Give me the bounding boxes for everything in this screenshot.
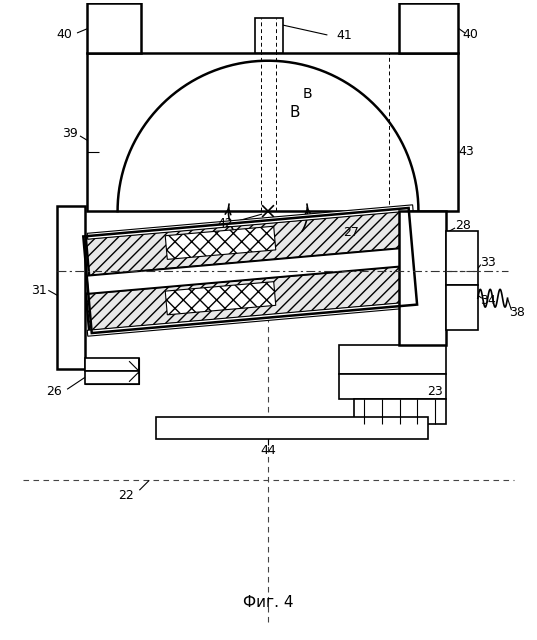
Text: Фиг. 4: Фиг. 4 bbox=[243, 595, 293, 609]
Text: 39: 39 bbox=[62, 127, 78, 140]
Bar bbox=[255, 18, 283, 52]
Bar bbox=[85, 358, 139, 371]
Polygon shape bbox=[86, 210, 415, 276]
Bar bbox=[354, 399, 446, 424]
Text: 40: 40 bbox=[462, 28, 478, 42]
Polygon shape bbox=[87, 302, 413, 336]
Text: 22: 22 bbox=[119, 489, 134, 502]
Polygon shape bbox=[165, 226, 276, 259]
Bar bbox=[87, 52, 458, 211]
Bar bbox=[339, 374, 446, 399]
Polygon shape bbox=[85, 358, 139, 385]
Bar bbox=[446, 285, 478, 330]
Bar bbox=[85, 371, 139, 385]
Bar bbox=[446, 231, 478, 285]
Bar bbox=[398, 3, 458, 52]
Bar bbox=[156, 417, 429, 439]
Text: 42: 42 bbox=[217, 216, 233, 230]
Text: 23: 23 bbox=[427, 385, 443, 397]
Text: 44: 44 bbox=[260, 444, 276, 457]
Polygon shape bbox=[87, 205, 413, 239]
Text: 31: 31 bbox=[32, 284, 47, 297]
Text: 26: 26 bbox=[46, 385, 62, 397]
Polygon shape bbox=[165, 282, 276, 315]
Text: B: B bbox=[303, 87, 313, 101]
Text: 34: 34 bbox=[480, 294, 496, 307]
Text: 28: 28 bbox=[455, 220, 471, 232]
Text: 40: 40 bbox=[56, 28, 72, 42]
Bar bbox=[57, 206, 85, 369]
Polygon shape bbox=[86, 265, 415, 331]
Text: 27: 27 bbox=[343, 227, 359, 239]
Polygon shape bbox=[87, 248, 413, 294]
Bar bbox=[398, 211, 446, 345]
Bar bbox=[339, 345, 446, 374]
Text: B: B bbox=[289, 105, 300, 120]
Text: 43: 43 bbox=[458, 145, 474, 158]
Bar bbox=[87, 3, 141, 52]
Text: 41: 41 bbox=[336, 29, 352, 42]
Text: 33: 33 bbox=[480, 256, 496, 269]
Text: 38: 38 bbox=[510, 305, 525, 319]
